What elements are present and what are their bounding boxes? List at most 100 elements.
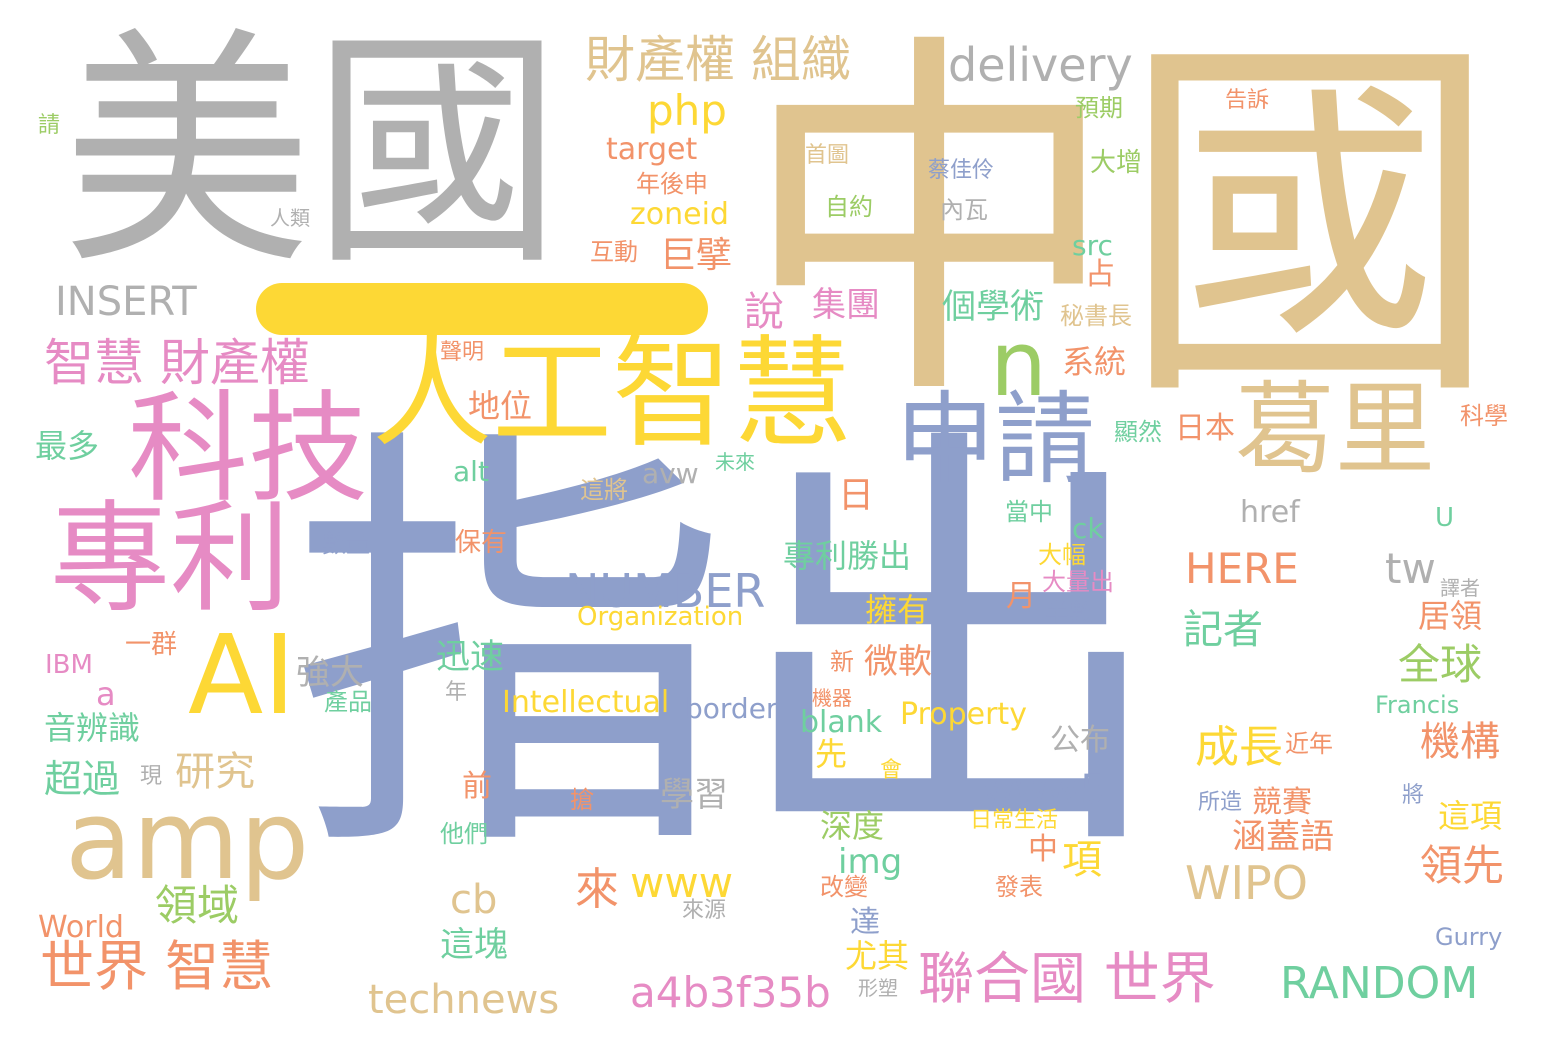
cloud-word: 個學術 — [942, 287, 1044, 327]
cloud-word: 半數 — [1045, 599, 1093, 627]
cloud-word: 中 — [1028, 832, 1058, 867]
cloud-word: 他們 — [440, 820, 488, 848]
cloud-word: 擁有 — [865, 591, 930, 629]
cloud-word: 近年 — [1285, 730, 1333, 758]
cloud-word: 競賽 — [1252, 785, 1312, 820]
cloud-word: 領域 — [155, 881, 240, 930]
cloud-word: target — [606, 132, 698, 167]
cloud-word: 日本 — [1175, 411, 1235, 446]
cloud-word: 機器 — [812, 686, 852, 710]
cloud-word: 日常生活 — [970, 808, 1059, 833]
cloud-word: cb — [450, 877, 498, 923]
cloud-word: 當中 — [1005, 498, 1053, 526]
cloud-word: Francis — [1375, 691, 1460, 719]
cloud-word: 首圖 — [805, 143, 850, 168]
cloud-word: 自約 — [825, 193, 873, 221]
cloud-word: 中國 — [740, 3, 1500, 446]
cloud-word: 達 — [850, 905, 880, 940]
cloud-word: 財產權 組織 — [585, 31, 851, 89]
cloud-word: 深度 — [820, 807, 885, 845]
cloud-word: 告訴 — [1225, 88, 1270, 113]
cloud-word: 所造 — [1198, 790, 1243, 815]
cloud-word: 迅速 — [436, 637, 504, 677]
cloud-word: 年後申 — [636, 170, 708, 198]
cloud-word: 巨擘 — [660, 235, 733, 276]
cloud-word: a4b3f35b — [630, 968, 831, 1017]
cloud-word: Organization — [577, 602, 744, 632]
cloud-word: 人類 — [270, 206, 310, 230]
cloud-word: 互動 — [590, 238, 638, 266]
cloud-word: 新 — [830, 648, 854, 676]
cloud-word: 涵蓋語 — [1232, 817, 1334, 857]
cloud-word: HERE — [1185, 544, 1299, 593]
cloud-word: Property — [900, 697, 1027, 732]
cloud-word: 全球 — [1398, 640, 1483, 689]
cloud-word: 微軟 — [864, 642, 932, 682]
cloud-word: 葛里 — [1235, 371, 1435, 488]
cloud-word: RANDOM — [1280, 958, 1479, 1009]
cloud-word: 機構 — [1420, 719, 1500, 765]
cloud-word: 會 — [880, 758, 903, 783]
cloud-word: 保有 — [455, 528, 508, 558]
cloud-word: 發表 — [995, 873, 1043, 901]
cloud-word: 這將 — [580, 476, 628, 504]
cloud-word: 尤其 — [845, 937, 910, 975]
cloud-word: 指出 — [290, 394, 1170, 906]
cloud-word: 一群 — [125, 630, 178, 660]
cloud-word: 聯合國 世界 — [918, 947, 1216, 1012]
cloud-word: technews — [368, 977, 560, 1023]
cloud-word: 數量 — [322, 530, 370, 558]
cloud-word: 系統 — [1062, 343, 1127, 381]
cloud-word: 科學 — [1460, 402, 1508, 430]
cloud-word: 項 — [1062, 837, 1102, 883]
cloud-word: 成長 — [1195, 722, 1283, 773]
cloud-word: 先 — [815, 735, 848, 773]
cloud-word: 秘書長 — [1060, 302, 1132, 330]
cloud-word: tw — [1385, 544, 1436, 593]
cloud-word: href — [1240, 495, 1300, 530]
cloud-word: 請 — [38, 113, 61, 138]
cloud-word: World — [38, 910, 124, 945]
cloud-word: 人工智慧 — [372, 325, 852, 464]
cloud-word: 這項 — [1438, 797, 1503, 835]
cloud-word: 強大 — [296, 653, 364, 693]
cloud-word: zoneid — [630, 197, 729, 232]
cloud-word: 顯然 — [1114, 418, 1162, 446]
cloud-word: 蔡佳伶 — [928, 158, 995, 183]
cloud-word: 月 — [1006, 579, 1036, 614]
cloud-word: 專利勝出 — [783, 537, 912, 575]
cloud-word: INSERT — [55, 279, 197, 325]
cloud-word: 大量出 — [1042, 568, 1114, 596]
cloud-word: 專利 — [50, 490, 290, 629]
cloud-word: 地位 — [468, 387, 533, 425]
cloud-word: 申請 — [895, 381, 1095, 498]
cloud-word: 領先 — [1420, 841, 1505, 890]
cloud-word: 居領 — [1418, 597, 1483, 635]
cloud-word: 來源 — [682, 898, 727, 923]
cloud-word: ck — [1072, 512, 1104, 545]
cloud-word: blank — [800, 705, 883, 740]
cloud-word: 公布 — [1050, 723, 1110, 758]
cloud-word: 聲明 — [440, 340, 485, 365]
cloud-word: U — [1435, 503, 1455, 533]
cloud-word: 超過 — [44, 757, 121, 801]
cloud-word: Intellectual — [502, 685, 670, 720]
cloud-word: 占 — [1085, 257, 1115, 292]
cloud-word: 未來 — [715, 450, 755, 474]
cloud-word: border — [685, 692, 778, 725]
cloud-word: 世界 智慧 — [40, 935, 274, 998]
cloud-word: www — [630, 858, 734, 907]
cloud-word: php — [647, 86, 727, 135]
cloud-word: delivery — [948, 38, 1133, 92]
cloud-word: 年 — [445, 680, 468, 705]
cloud-word: 內瓦 — [940, 196, 988, 224]
cloud-word: 預期 — [1075, 94, 1123, 122]
cloud-word: 這塊 — [440, 925, 508, 965]
cloud-word: 集團 — [812, 285, 880, 325]
cloud-word: 科技 — [128, 380, 368, 519]
cloud-word: 搶 — [570, 786, 594, 814]
cloud-word: src — [1072, 229, 1113, 262]
cloud-word: 研究 — [175, 749, 255, 795]
cloud-word: 改變 — [820, 873, 868, 901]
